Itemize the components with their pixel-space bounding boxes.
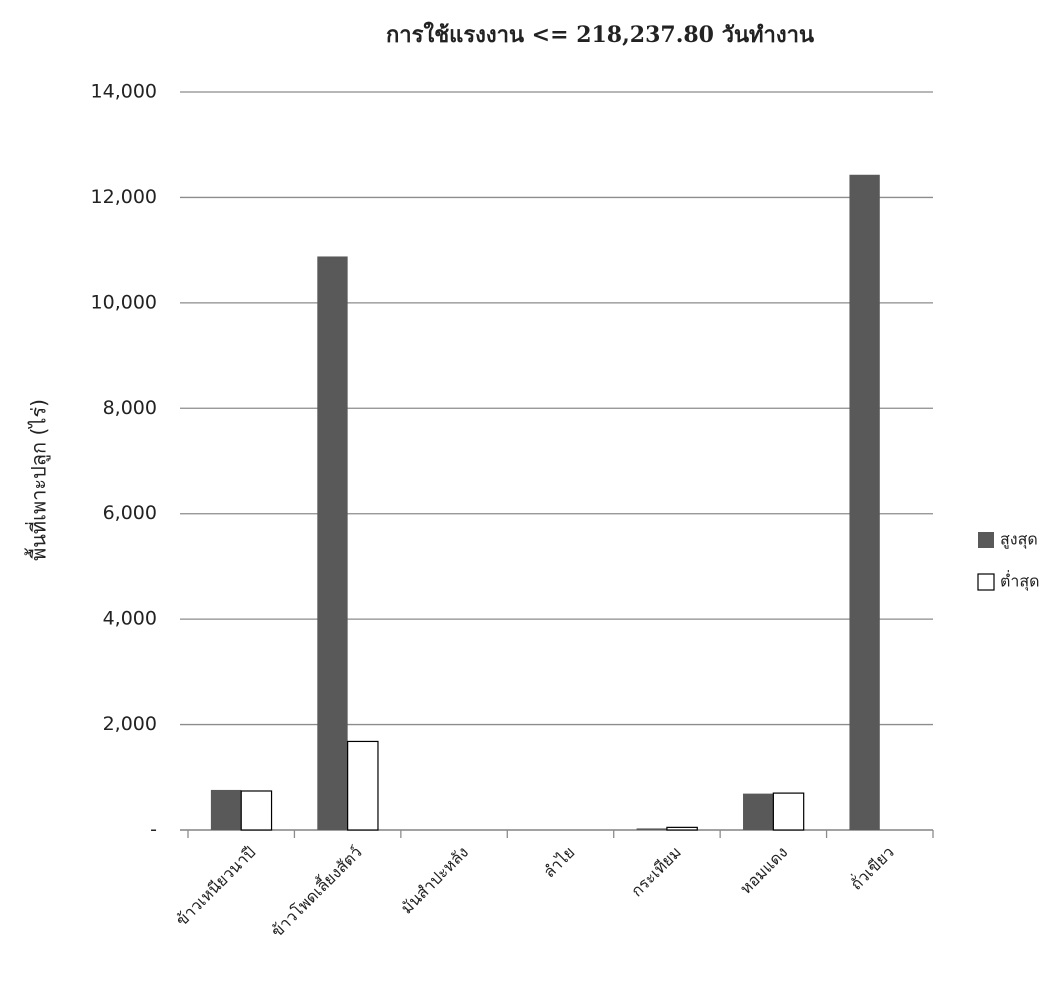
bar — [772, 792, 805, 831]
bar — [666, 826, 698, 831]
y-tick-label: 10,000 — [91, 291, 157, 313]
x-tick-label: ข้าวเหนียวนาปี — [172, 843, 259, 930]
y-tick-label: 6,000 — [103, 502, 157, 524]
legend-label: ต่ำสุด — [1000, 570, 1040, 592]
y-tick-label: 12,000 — [91, 186, 157, 208]
x-tick-label: ลำไย — [539, 843, 578, 882]
x-tick-label: ข้าวโพดเลี้ยงสัตว์ — [266, 841, 366, 941]
y-tick-label: - — [150, 819, 157, 841]
x-tick-label: หอมแดง — [736, 843, 791, 898]
bar — [210, 789, 242, 830]
legend-swatch — [977, 573, 995, 591]
bar — [849, 174, 880, 831]
x-tick-label: กระเทียม — [627, 843, 685, 901]
bar — [347, 740, 379, 831]
chart-title: การใช้แรงงาน <= 218,237.80 วันทำงาน — [386, 21, 814, 48]
y-tick-label: 2,000 — [103, 713, 157, 735]
legend-label: สูงสุด — [1000, 530, 1038, 550]
y-tick-label: 4,000 — [103, 608, 157, 630]
x-tick-label: มันสำปะหลัง — [397, 843, 472, 918]
bar — [317, 256, 348, 830]
y-tick-label: 14,000 — [91, 81, 157, 103]
y-tick-label: 8,000 — [103, 397, 157, 419]
x-tick-label: ถั่วเขียว — [845, 841, 898, 894]
bar — [743, 793, 774, 830]
y-axis-label: พื้นที่เพาะปลูก (ไร่) — [25, 399, 52, 561]
legend-swatch — [978, 532, 994, 548]
bar — [636, 828, 667, 830]
bar — [240, 790, 273, 831]
